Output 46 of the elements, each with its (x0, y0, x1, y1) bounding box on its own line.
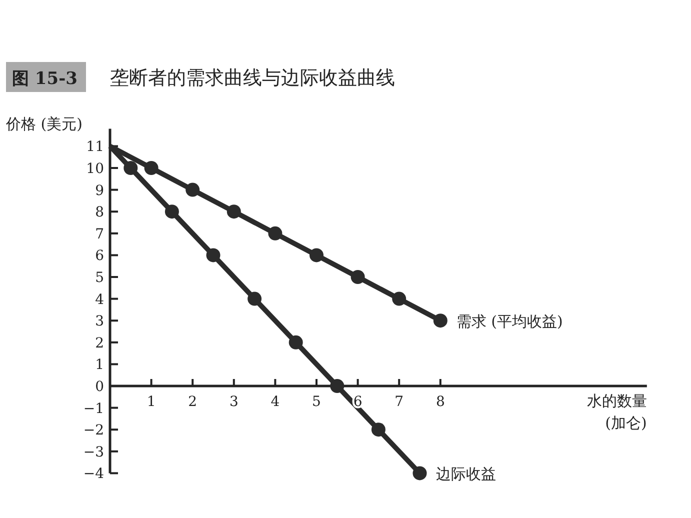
y-tick-label: −2 (83, 422, 104, 439)
y-tick-label: 7 (95, 226, 104, 242)
y-tick-label: 5 (95, 270, 104, 286)
point (226, 204, 241, 219)
point (412, 466, 427, 480)
y-tick-label: −4 (83, 466, 104, 482)
point (124, 161, 138, 175)
point (186, 182, 200, 197)
point (371, 422, 386, 437)
x-tick-label: 3 (229, 394, 238, 410)
y-tick-label: −1 (83, 400, 104, 417)
y-tick-label: 6 (95, 248, 104, 264)
y-tick-label: 9 (95, 182, 104, 199)
x-tick-label: 7 (394, 394, 404, 410)
chart-title: 垄断者的需求曲线与边际收益曲线 (110, 67, 395, 89)
point (288, 335, 303, 350)
point (330, 379, 344, 393)
point (268, 226, 282, 240)
y-tick-label: 3 (95, 314, 104, 330)
series-label: 需求 (平均收益) (456, 312, 563, 331)
x-axis-title: 水的数量 (加仑) (586, 392, 647, 432)
point (164, 204, 179, 219)
y-tick-label: 8 (95, 204, 104, 221)
y-tick-label: 4 (95, 292, 104, 308)
x-tick-label: 8 (436, 394, 445, 410)
point (433, 314, 448, 328)
y-tick-label: 11 (86, 139, 104, 156)
point (350, 270, 365, 284)
point (392, 292, 406, 306)
x-tick-label: 1 (146, 394, 156, 410)
y-tick-label: −3 (83, 444, 104, 460)
y-tick-label: 2 (95, 335, 104, 352)
point (144, 161, 158, 175)
caption: 图 15-3 (12, 69, 78, 89)
x-tick-label: 4 (270, 394, 280, 410)
point (206, 248, 220, 262)
y-axis-title: 价格 (美元) (5, 114, 82, 133)
x-tick-label: 2 (188, 394, 198, 410)
annotation: 图 15-3 (6, 62, 86, 92)
series-label: 边际收益 (436, 465, 496, 484)
y-tick-label: 1 (95, 357, 104, 374)
x-tick-label: 5 (312, 394, 321, 410)
point (248, 292, 262, 306)
point (310, 248, 324, 262)
y-tick-label: 10 (86, 161, 104, 177)
y-tick-label: 0 (95, 379, 104, 395)
